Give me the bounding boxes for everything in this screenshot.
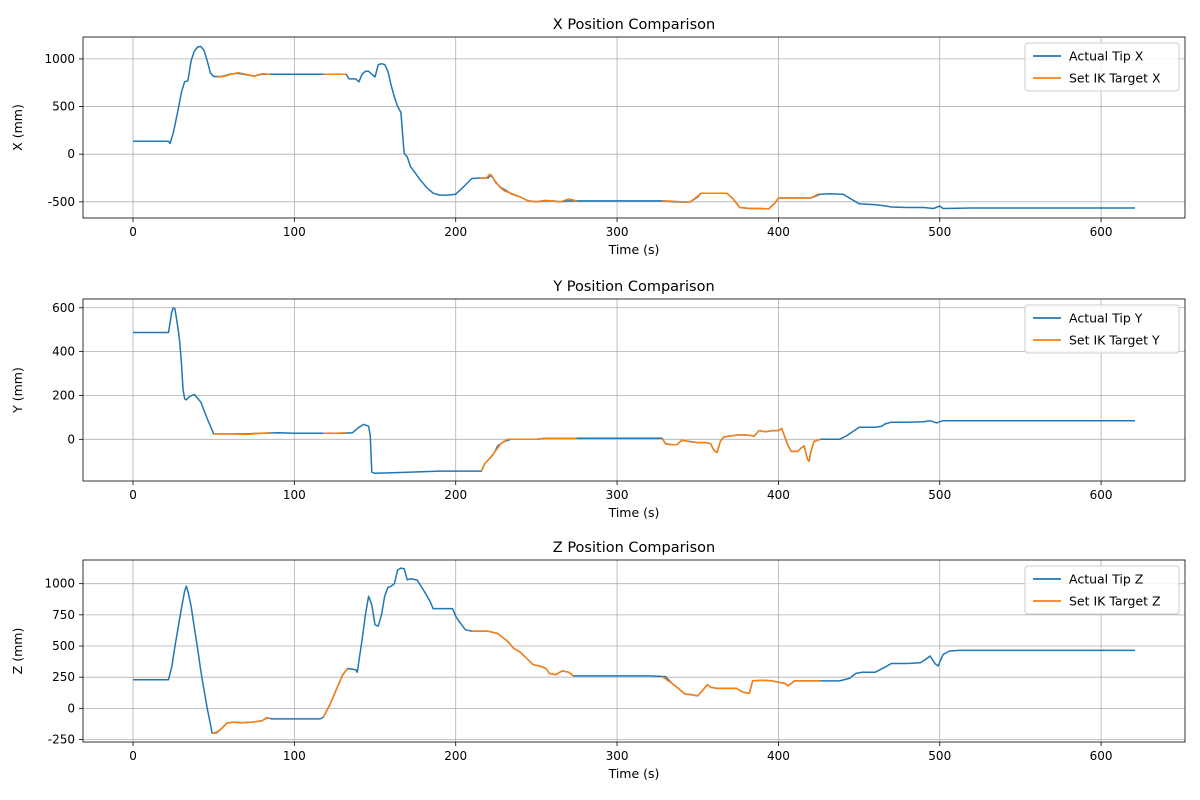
chart2-legend-label: Set IK Target Y: [1069, 333, 1160, 348]
chart2-legend-label: Actual Tip Y: [1069, 311, 1143, 326]
chart2-line-set-ik-target-y: [213, 432, 271, 436]
chart3-legend-label: Set IK Target Z: [1069, 594, 1161, 609]
chart1-xtick-label: 500: [928, 225, 951, 239]
chart2-xtick-label: 200: [444, 488, 467, 502]
chart3-xtick-label: 100: [283, 749, 306, 763]
chart2-line-set-ik-target-y: [480, 437, 577, 472]
chart2-legend-box: [1024, 304, 1180, 354]
chart3-ytick-label: 500: [52, 639, 75, 653]
chart3-xtick-label: 500: [928, 749, 951, 763]
chart2-ytick-label: 400: [52, 345, 75, 359]
chart1-ytick-label: 1000: [44, 52, 75, 66]
chart3-title: Z Position Comparison: [553, 540, 715, 556]
chart1-line-set-ik-target-x: [479, 173, 577, 203]
chart2-xtick-label: 600: [1090, 488, 1113, 502]
chart1-xlabel: Time (s): [608, 242, 660, 257]
chart1-legend: Actual Tip X Set IK Target X: [1024, 42, 1180, 92]
chart3-xlabel: Time (s): [608, 766, 660, 781]
chart3-legend-box: [1024, 565, 1180, 615]
chart2-xtick-label: 400: [767, 488, 790, 502]
chart2-legend: Actual Tip Y Set IK Target Y: [1024, 304, 1180, 354]
chart3-frame: [82, 559, 1186, 743]
chart2-frame: [82, 298, 1186, 482]
chart2-xtick-label: 300: [606, 488, 629, 502]
chart2-xtick-label: 0: [129, 488, 137, 502]
chart3-ytick-label: -250: [48, 733, 75, 747]
chart1-xtick-label: 100: [283, 225, 306, 239]
chart1-ytick-label: 500: [52, 100, 75, 114]
chart3-panel: 0 100 200 300 400 500 600 -250 0 250 500 750 1000 Z P…: [10, 540, 1186, 781]
chart1-series-actual-tip-x: [133, 45, 1135, 210]
chart1-ytick-label: 0: [67, 147, 75, 161]
chart3-line-set-ik-target-z: [211, 717, 271, 735]
chart1-panel: 0 100 200 300 400 500 600 -500 0 500 1000 X Positio…: [10, 17, 1186, 257]
chart2-line-set-ik-target-y: [661, 427, 821, 463]
chart3-ytick-label: 250: [52, 670, 75, 684]
chart3-xtick-label: 600: [1090, 749, 1113, 763]
chart2-series-set-ik-target-y: [213, 427, 821, 472]
chart1-frame: [82, 36, 1186, 219]
chart1-series-set-ik-target-x: [216, 71, 820, 210]
chart2-ylabel: Y (mm): [10, 367, 25, 414]
chart3-ytick-label: 1000: [44, 577, 75, 591]
chart2-title: Y Position Comparison: [552, 279, 714, 295]
chart2-ytick-label: 200: [52, 388, 75, 402]
chart1-line-set-ik-target-x: [662, 192, 820, 210]
chart1-title: X Position Comparison: [553, 17, 715, 33]
chart2-ytick-label: 0: [67, 432, 75, 446]
chart2-panel: 0 100 200 300 400 500 600 0 200 400 600 Y Position …: [10, 279, 1186, 520]
chart3-line-set-ik-target-z: [322, 668, 349, 718]
chart3-ytick-label: 0: [67, 701, 75, 715]
chart1-xtick-label: 600: [1090, 225, 1113, 239]
chart3-xtick-label: 200: [444, 749, 467, 763]
chart2-ytick-label: 600: [52, 301, 75, 315]
chart1-xtick-label: 200: [444, 225, 467, 239]
chart3-line-set-ik-target-z: [471, 630, 574, 677]
chart1-legend-label: Actual Tip X: [1069, 49, 1144, 64]
chart1-xtick-label: 0: [129, 225, 137, 239]
chart3-series-set-ik-target-z: [211, 630, 821, 735]
chart1-line-set-ik-target-x: [216, 71, 271, 78]
chart2-xtick-label: 100: [283, 488, 306, 502]
chart2-xtick-label: 500: [928, 488, 951, 502]
chart3-legend-label: Actual Tip Z: [1069, 572, 1143, 587]
chart3-ylabel: Z (mm): [10, 628, 25, 675]
chart2-line-actual-tip-y: [133, 307, 1135, 475]
chart1-legend-label: Set IK Target X: [1069, 71, 1161, 86]
chart2-series-actual-tip-y: [133, 307, 1135, 475]
chart3-ytick-label: 750: [52, 608, 75, 622]
chart3-line-set-ik-target-z: [661, 675, 821, 697]
chart1-ylabel: X (mm): [10, 104, 25, 151]
chart3-xtick-label: 0: [129, 749, 137, 763]
chart1-line-actual-tip-x: [133, 45, 1135, 210]
chart1-ytick-label: -500: [48, 195, 75, 209]
chart2-xlabel: Time (s): [608, 505, 660, 520]
chart1-xtick-label: 300: [606, 225, 629, 239]
chart3-xtick-label: 400: [767, 749, 790, 763]
chart3-legend: Actual Tip Z Set IK Target Z: [1024, 565, 1180, 615]
chart1-legend-box: [1024, 42, 1180, 92]
chart3-xtick-label: 300: [606, 749, 629, 763]
chart1-xtick-label: 400: [767, 225, 790, 239]
